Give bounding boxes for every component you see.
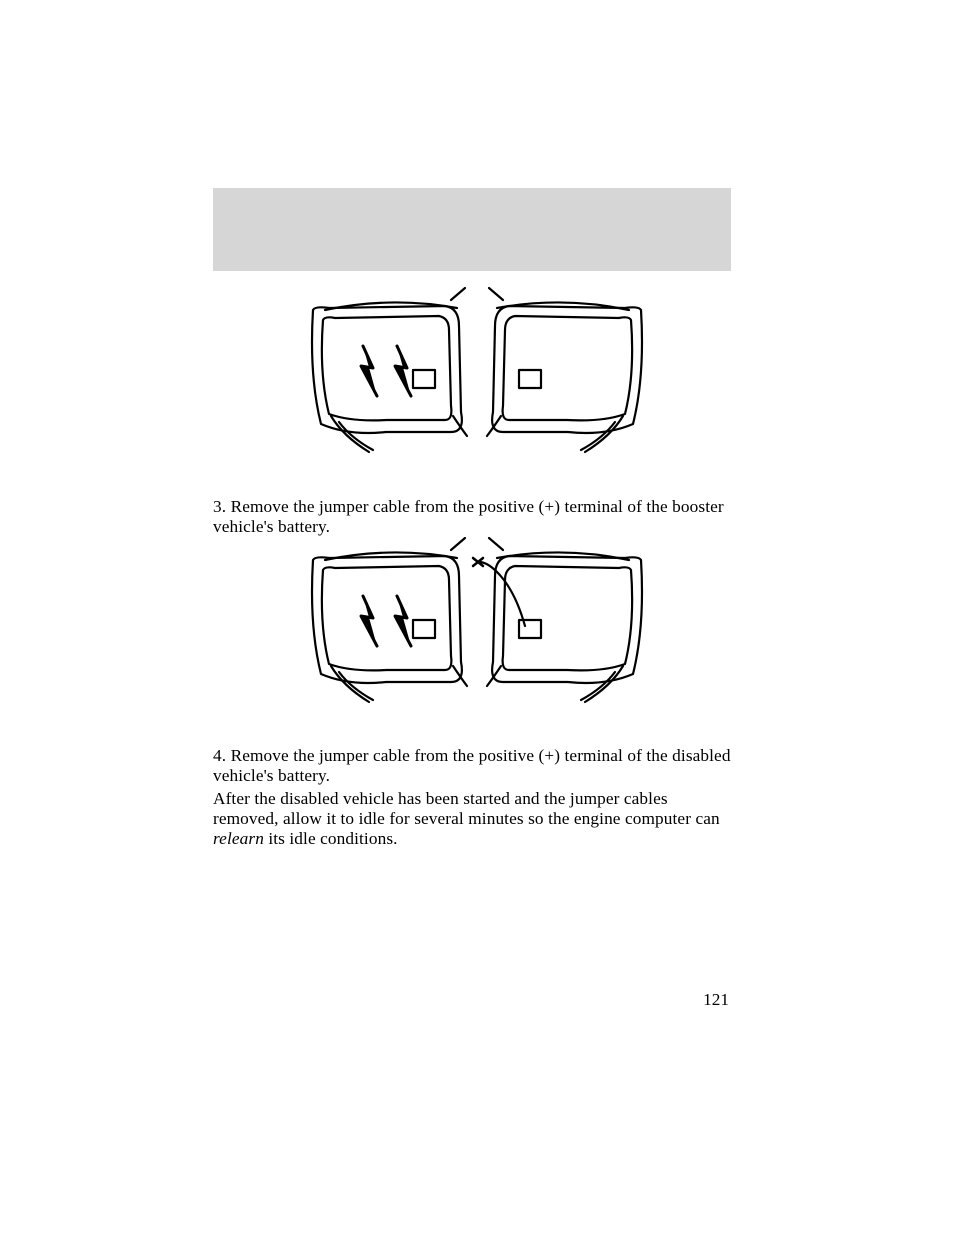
step-3-text: 3. Remove the jumper cable from the posi… — [213, 497, 731, 537]
header-band — [213, 188, 731, 271]
jump-start-illustration-1-icon — [301, 286, 653, 461]
page: 3. Remove the jumper cable from the posi… — [0, 0, 954, 1235]
figure-step-3 — [301, 286, 653, 461]
relearn-paragraph: After the disabled vehicle has been star… — [213, 789, 731, 849]
figure-step-4 — [301, 536, 653, 711]
relearn-text-before: After the disabled vehicle has been star… — [213, 789, 720, 828]
page-number: 121 — [703, 990, 729, 1010]
jump-start-illustration-2-icon — [301, 536, 653, 711]
relearn-italic-word: relearn — [213, 829, 264, 848]
relearn-text-after: its idle conditions. — [264, 829, 398, 848]
step-4-text: 4. Remove the jumper cable from the posi… — [213, 746, 731, 786]
